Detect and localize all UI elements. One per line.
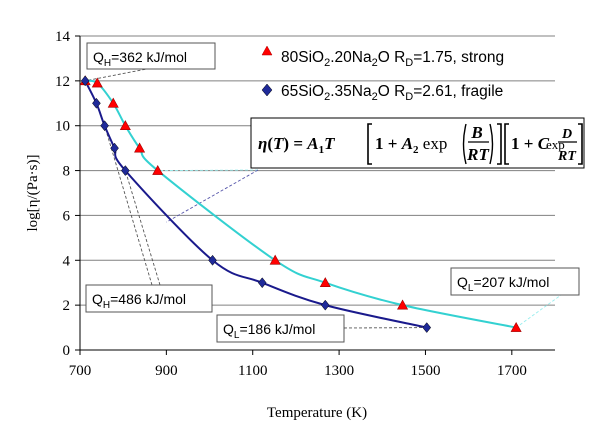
equation-box: η(T) = A1T 1 + A2 exp B RT 1 + C exp D R… (250, 117, 585, 169)
x-axis-title: Temperature (K) (267, 405, 367, 421)
y-tick-label: 0 (63, 343, 71, 359)
triangle-point (319, 277, 331, 288)
svg-text:RT: RT (466, 145, 489, 164)
y-tick-label: 2 (63, 298, 71, 314)
diamond-point (257, 277, 267, 289)
leader-line (104, 125, 153, 286)
leader-line (157, 169, 259, 172)
triangle-point (269, 254, 281, 265)
callout-ql-186: QL=186 kJ/mol (216, 314, 345, 343)
triangle-point (510, 321, 522, 332)
diamond-point (110, 142, 119, 154)
y-tick-label: 8 (63, 164, 71, 180)
data-markers (79, 75, 522, 333)
legend-label-strong: 80SiO2.20Na2O RD=1.75, strong (281, 49, 504, 69)
svg-text:1 + C: 1 + C (511, 134, 550, 153)
diamond-point (208, 254, 217, 266)
svg-text:exp: exp (546, 137, 565, 152)
triangle-point (152, 164, 164, 175)
callout-qh-486: QH=486 kJ/mol (85, 284, 213, 313)
diamond-point (92, 97, 101, 109)
callout-qh-362: QH=362 kJ/mol (86, 42, 216, 70)
series-1-line (84, 80, 427, 329)
y-axis-title: log[η/(Pa·s)] (25, 155, 41, 232)
x-tick-label: 1100 (238, 363, 267, 379)
diamond-point (422, 322, 432, 333)
diamond-point (320, 299, 330, 311)
legend-label-fragile: 65SiO2.35Na2O RD=2.61, fragile (281, 83, 503, 103)
legend: 80SiO2.20Na2O RD=1.75, strong 65SiO2.35N… (261, 45, 504, 103)
svg-text:B: B (470, 123, 482, 142)
svg-text:1 + A2 exp: 1 + A2 exp (375, 134, 447, 156)
x-tick-label: 700 (69, 363, 92, 379)
triangle-point (134, 142, 146, 153)
triangle-point (119, 120, 131, 131)
diamond-point (80, 75, 90, 87)
y-tick-label: 6 (63, 208, 71, 224)
diamond-point (121, 165, 130, 176)
svg-text:QH=362 kJ/mol: QH=362 kJ/mol (93, 49, 187, 69)
y-tick-label: 14 (55, 29, 71, 45)
y-tick-label: 10 (55, 119, 70, 135)
svg-text:QL=186 kJ/mol: QL=186 kJ/mol (223, 321, 315, 341)
svg-text:QH=486 kJ/mol: QH=486 kJ/mol (92, 291, 186, 311)
y-tick-label: 12 (55, 74, 70, 90)
legend-marker-strong (261, 45, 273, 56)
triangle-point (107, 97, 119, 108)
svg-text:η(T) = A1T: η(T) = A1T (258, 134, 335, 156)
tick-labels: 0 2 4 6 8 10 12 14 700 900 1100 1300 1500 1700 (55, 29, 527, 379)
leader-line (166, 169, 259, 223)
triangle-point (397, 299, 409, 310)
y-tick-label: 4 (63, 253, 71, 269)
svg-text:D: D (561, 127, 572, 142)
svg-text:QL=207 kJ/mol: QL=207 kJ/mol (457, 274, 549, 294)
triangle-point (91, 77, 103, 88)
diamond-point (100, 120, 109, 132)
x-tick-label: 1700 (497, 363, 527, 379)
x-tick-label: 1300 (324, 363, 354, 379)
x-tick-label: 900 (155, 363, 178, 379)
svg-text:RT: RT (557, 149, 577, 164)
x-tick-label: 1500 (410, 363, 440, 379)
callout-ql-207: QL=207 kJ/mol (450, 267, 580, 296)
axes (75, 35, 555, 355)
legend-marker-fragile (261, 83, 273, 97)
